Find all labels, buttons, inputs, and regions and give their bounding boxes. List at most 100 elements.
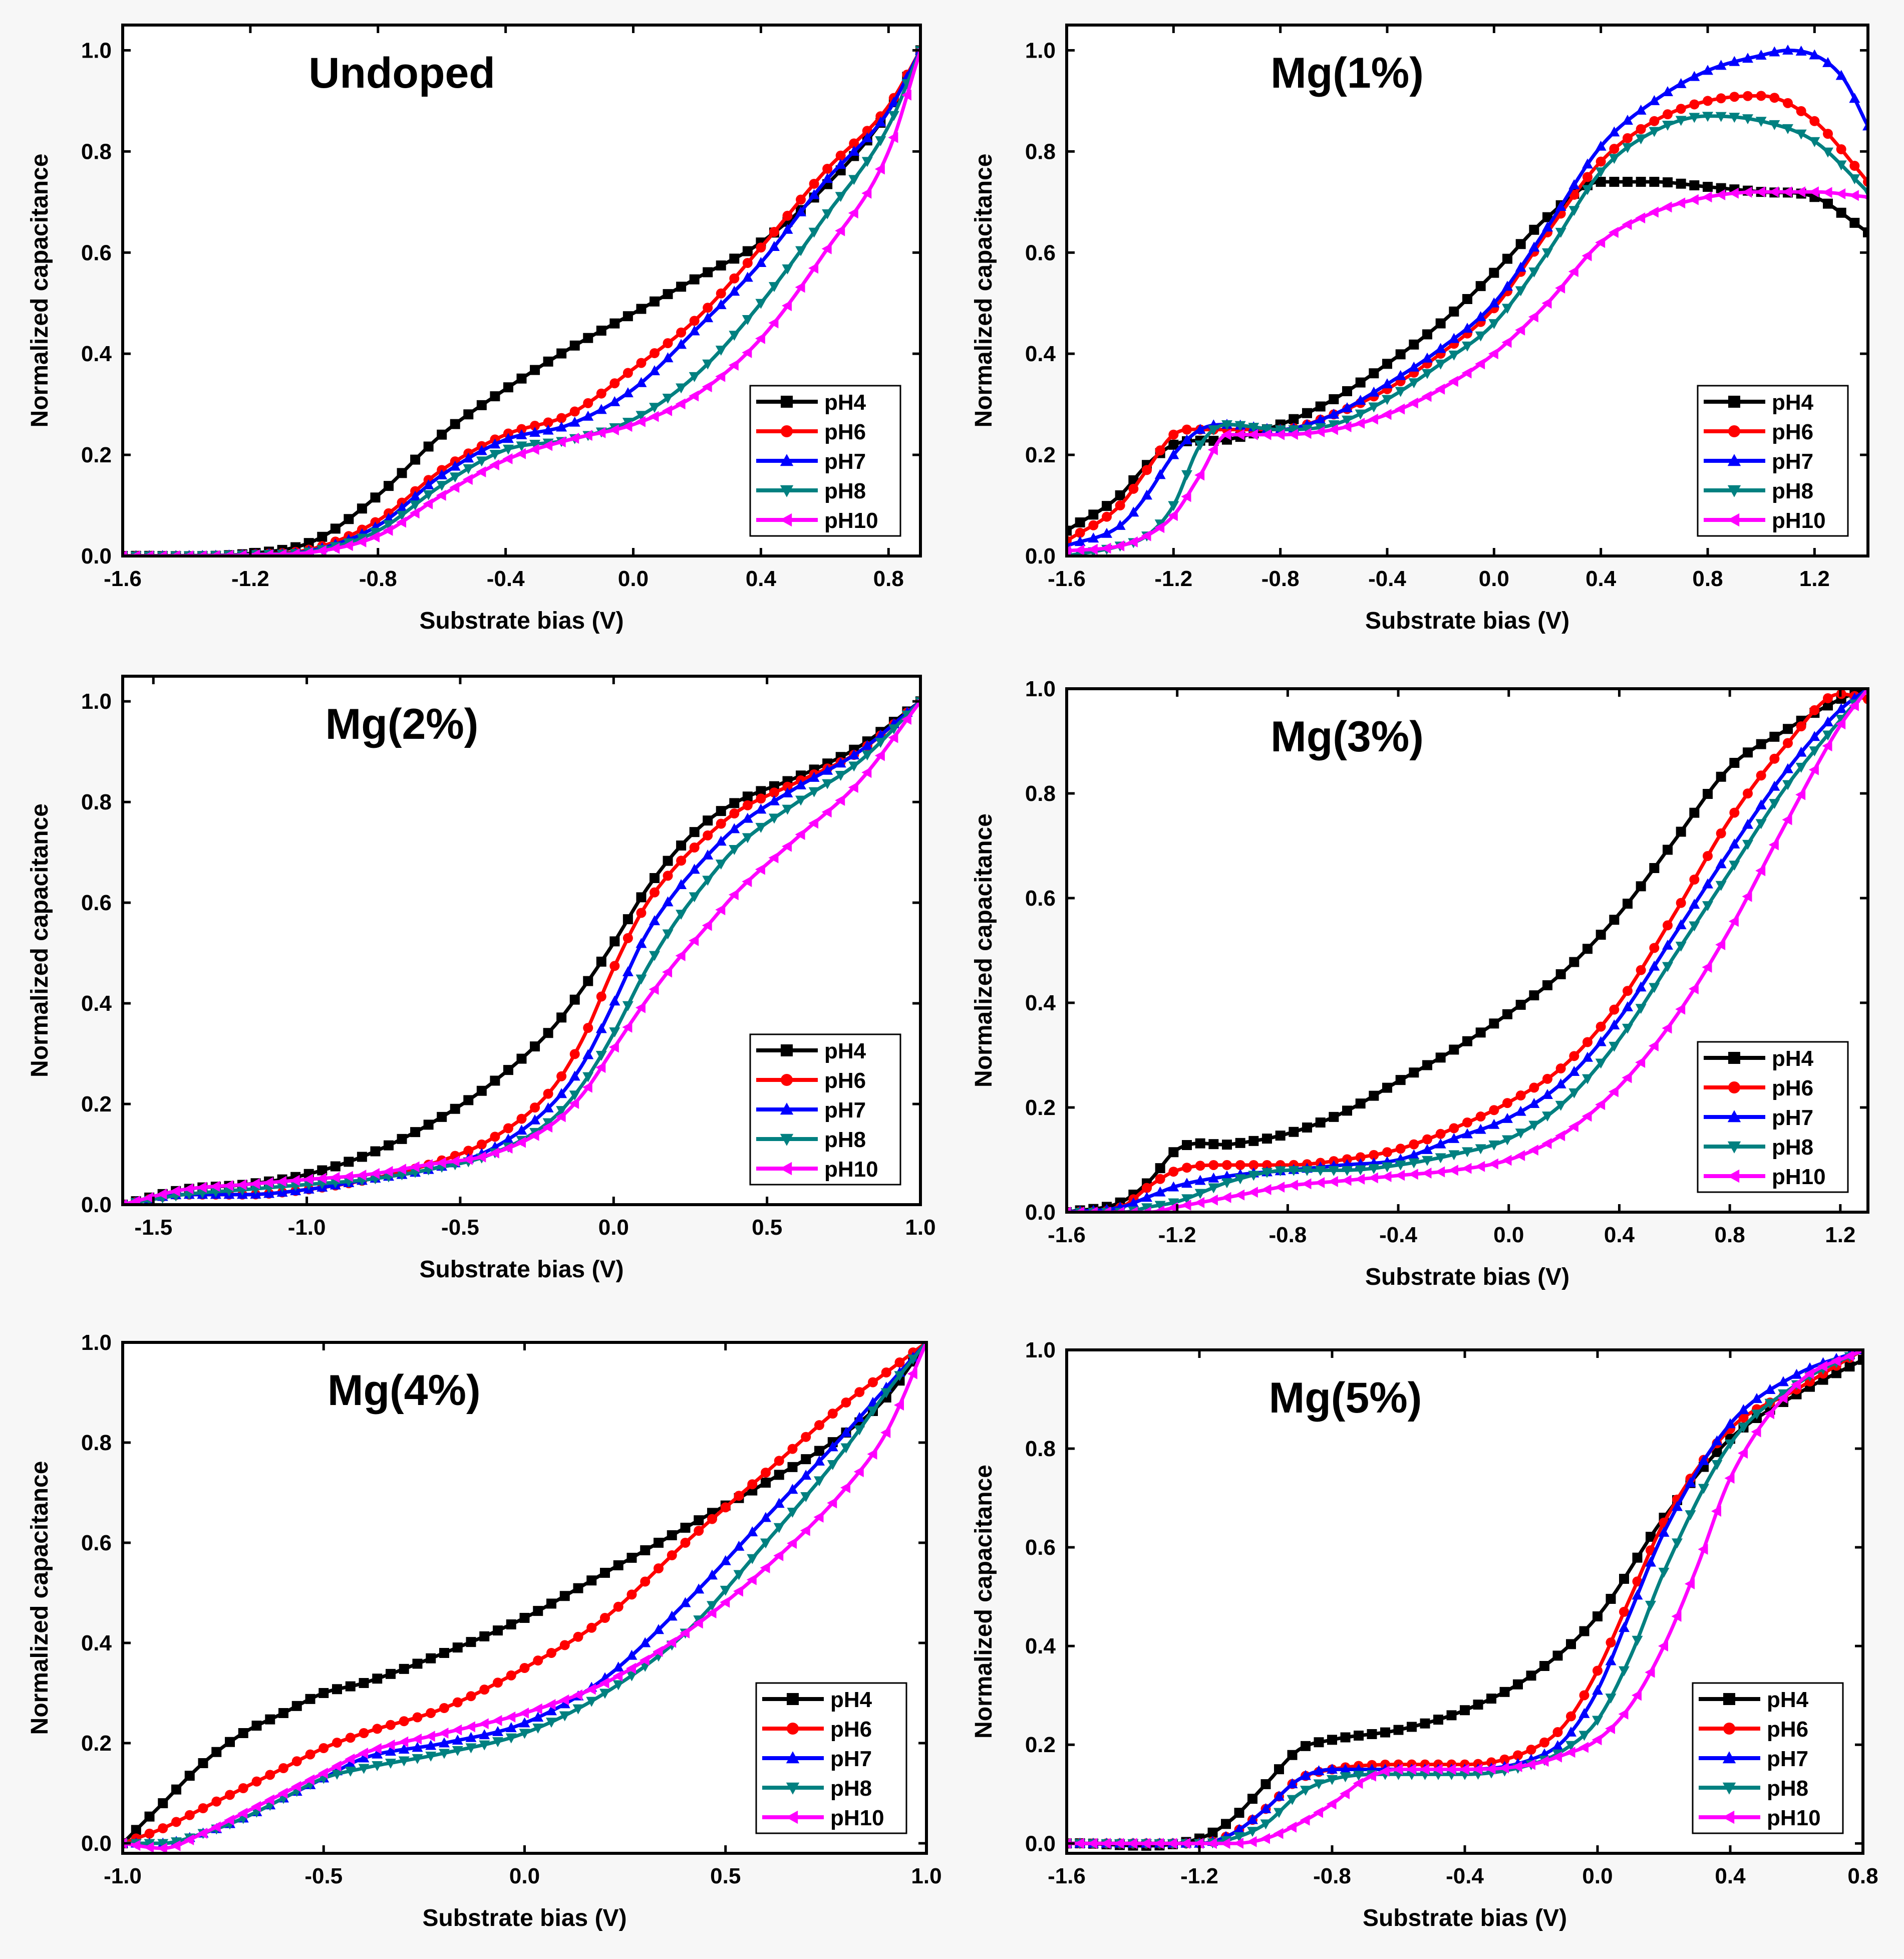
data-point-pH4 xyxy=(1619,1574,1629,1584)
data-point-pH10 xyxy=(1341,1175,1352,1186)
data-point-pH10 xyxy=(1632,1690,1642,1701)
data-point-pH8 xyxy=(519,1729,530,1739)
data-point-pH10 xyxy=(1808,764,1819,775)
data-point-pH8 xyxy=(875,738,886,748)
data-point-pH10 xyxy=(130,1840,141,1851)
data-point-pH6 xyxy=(742,257,753,268)
data-point-pH4 xyxy=(530,365,540,375)
data-point-pH6 xyxy=(1729,92,1740,102)
data-point-pH6 xyxy=(881,1367,891,1377)
data-point-pH4 xyxy=(490,391,500,402)
x-tick-label: 0.4 xyxy=(1715,1864,1746,1888)
data-point-pH10 xyxy=(303,1174,313,1185)
data-point-pH8 xyxy=(1208,425,1219,436)
data-point-pH4 xyxy=(278,1708,288,1718)
data-point-pH10 xyxy=(595,427,606,438)
data-point-pH7 xyxy=(546,1705,557,1716)
data-point-pH10 xyxy=(840,1482,850,1493)
data-point-pH8 xyxy=(814,1476,825,1487)
data-point-pH8 xyxy=(1154,1201,1166,1211)
data-point-pH8 xyxy=(1208,1183,1219,1194)
data-point-pH4 xyxy=(1552,1650,1563,1661)
y-tick-label: 1.0 xyxy=(1025,38,1056,63)
y-tick-label: 0.8 xyxy=(81,139,112,164)
x-tick-label: 1.2 xyxy=(1825,1223,1855,1247)
data-point-pH10 xyxy=(901,89,911,101)
data-point-pH10 xyxy=(1738,1448,1748,1459)
data-point-pH7 xyxy=(569,416,580,427)
data-point-pH4 xyxy=(1260,1779,1271,1790)
data-point-pH8 xyxy=(840,1443,852,1454)
data-point-pH8 xyxy=(423,490,434,500)
data-point-pH8 xyxy=(1382,1162,1393,1173)
data-point-pH7 xyxy=(1154,1186,1166,1197)
data-point-pH10 xyxy=(639,1654,650,1666)
data-point-pH10 xyxy=(436,1157,446,1169)
data-point-pH7 xyxy=(1582,1051,1593,1062)
data-point-pH6 xyxy=(1579,1690,1590,1701)
data-point-pH10 xyxy=(1340,1788,1350,1800)
data-point-pH6 xyxy=(676,327,687,338)
data-point-pH4 xyxy=(569,340,580,351)
chart-panel-3: -1.5 -1.0 -0.5 0.0 0.5 1.0 0.0 0.2 0.4 0.6 0.8 1.0 M… xyxy=(27,675,936,1283)
data-point-pH7 xyxy=(1502,1112,1513,1123)
data-point-pH8 xyxy=(1475,1144,1486,1155)
data-point-pH10 xyxy=(635,1002,646,1013)
y-tick-label: 0.0 xyxy=(81,544,112,569)
x-tick-label: -1.0 xyxy=(288,1215,326,1240)
x-axis-label: Substrate bias (V) xyxy=(419,1256,623,1283)
data-point-pH7 xyxy=(822,173,833,183)
data-point-pH7 xyxy=(1605,1655,1617,1665)
data-point-pH7 xyxy=(1448,1133,1460,1143)
legend-marker-pH10 xyxy=(1727,513,1740,527)
data-point-pH10 xyxy=(1817,1360,1827,1372)
chart-panel-6: -1.6 -1.2 -0.8 -0.4 0.0 0.4 0.8 0.0 0.2 0.4 0.6 0.8… xyxy=(971,1338,1878,1931)
data-point-pH10 xyxy=(1578,1742,1589,1753)
data-point-pH6 xyxy=(1756,91,1766,101)
y-tick-label: 0.4 xyxy=(81,342,112,366)
data-point-pH8 xyxy=(385,1759,396,1769)
data-point-pH10 xyxy=(1608,1086,1619,1097)
data-point-pH6 xyxy=(703,830,713,841)
data-point-pH10 xyxy=(502,453,513,464)
legend-label-pH8: pH8 xyxy=(824,1128,866,1152)
data-point-pH8 xyxy=(1141,1203,1152,1212)
data-point-pH10 xyxy=(1844,1350,1854,1361)
data-point-pH8 xyxy=(1729,861,1740,871)
data-point-pH10 xyxy=(1751,1426,1761,1438)
data-point-pH10 xyxy=(542,440,553,451)
data-point-pH4 xyxy=(1102,501,1112,511)
data-point-pH4 xyxy=(1433,1715,1443,1725)
data-point-pH4 xyxy=(519,1613,530,1623)
data-point-pH8 xyxy=(1327,1775,1338,1785)
legend-label-pH6: pH6 xyxy=(830,1717,872,1742)
data-point-pH4 xyxy=(1075,517,1085,528)
data-point-pH10 xyxy=(835,225,845,236)
legend-label-pH10: pH10 xyxy=(1767,1806,1821,1830)
data-point-pH4 xyxy=(1542,980,1552,991)
data-point-pH10 xyxy=(808,817,819,829)
data-point-pH10 xyxy=(1475,358,1485,370)
data-point-pH10 xyxy=(438,1728,449,1739)
data-point-pH8 xyxy=(827,1460,838,1471)
data-point-pH10 xyxy=(1728,187,1739,199)
data-point-pH8 xyxy=(1689,921,1700,932)
x-tick-label: -0.4 xyxy=(1368,567,1406,591)
data-point-pH10 xyxy=(689,935,699,946)
data-point-pH10 xyxy=(1648,1040,1659,1052)
y-tick-label: 0.4 xyxy=(1025,342,1056,366)
data-point-pH8 xyxy=(880,1388,892,1398)
data-point-pH8 xyxy=(1565,1741,1576,1751)
data-point-pH6 xyxy=(359,1728,369,1738)
data-point-pH7 xyxy=(729,823,740,833)
data-point-pH6 xyxy=(530,1102,540,1113)
data-point-pH4 xyxy=(1636,881,1646,892)
data-point-pH10 xyxy=(835,794,845,806)
data-point-pH10 xyxy=(385,1739,395,1751)
y-tick-label: 0.0 xyxy=(81,1193,112,1217)
data-point-pH7 xyxy=(1168,449,1179,459)
data-point-pH8 xyxy=(768,282,780,293)
data-point-pH8 xyxy=(720,1585,731,1596)
data-point-pH8 xyxy=(1288,425,1300,435)
